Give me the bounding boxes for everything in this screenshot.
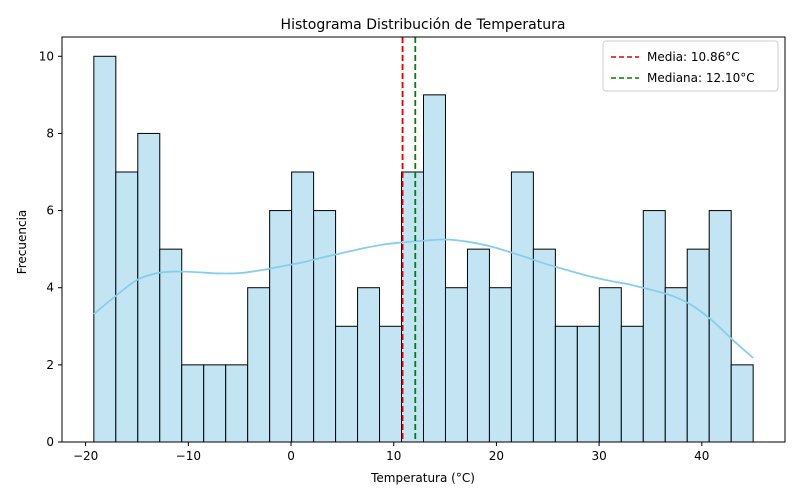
- x-axis-ticks: −20 −10 0 10 20 30 40: [73, 442, 709, 463]
- x-tick-label: 0: [287, 449, 295, 463]
- histogram-bar: [181, 364, 205, 443]
- x-axis-label: Temperatura (°C): [370, 471, 475, 485]
- histogram-bar: [642, 210, 666, 443]
- y-tick-label: 2: [46, 358, 54, 372]
- plot-frame: [61, 36, 786, 443]
- histogram-bar: [115, 171, 139, 443]
- legend-box: [602, 40, 779, 92]
- histogram-bar: [93, 55, 117, 443]
- histogram-bar: [291, 171, 315, 443]
- y-tick-label: 8: [46, 126, 54, 140]
- y-tick-label: 6: [46, 204, 54, 218]
- histogram-bar: [313, 210, 337, 443]
- x-tick-label: −20: [73, 449, 98, 463]
- x-tick-label: 30: [591, 449, 606, 463]
- kde-curve: [93, 238, 754, 359]
- histogram-bar: [466, 248, 490, 443]
- histogram-bar: [708, 210, 732, 443]
- histogram-bar: [664, 287, 688, 443]
- histogram-bar: [620, 325, 644, 443]
- y-axis-ticks: 0 2 4 6 8 10: [39, 49, 62, 449]
- histogram-bar: [269, 210, 293, 443]
- histogram-bar: [247, 287, 271, 443]
- histogram-bar: [598, 287, 622, 443]
- legend-label-media: Media: 10.86°C: [647, 50, 740, 64]
- histogram-bar: [444, 287, 468, 443]
- histogram-bar: [730, 364, 754, 443]
- kde-group: [93, 238, 754, 359]
- histogram-bar: [576, 325, 600, 443]
- histogram-bar: [401, 171, 424, 443]
- y-tick-label: 10: [39, 49, 54, 63]
- x-tick-label: 10: [386, 449, 401, 463]
- x-tick-label: −10: [176, 449, 201, 463]
- histogram-bar: [159, 248, 183, 443]
- x-tick-label: 20: [489, 449, 504, 463]
- y-tick-label: 4: [46, 281, 54, 295]
- y-tick-label: 0: [46, 435, 54, 449]
- histogram-bar: [532, 248, 556, 443]
- histogram-bar: [335, 325, 359, 443]
- bars-group: [93, 55, 754, 443]
- y-axis-label: Frecuencia: [15, 210, 29, 275]
- histogram-bar: [379, 325, 403, 443]
- histogram-bar: [554, 325, 578, 443]
- x-tick-label: 40: [694, 449, 709, 463]
- histogram-bar: [203, 364, 227, 443]
- chart-title: Histograma Distribución de Temperatura: [281, 17, 566, 33]
- histogram-bar: [510, 171, 534, 443]
- histogram-bar: [137, 132, 161, 443]
- histogram-bar: [686, 248, 710, 443]
- legend: Media: 10.86°C Mediana: 12.10°C: [602, 40, 779, 92]
- histogram-bar: [488, 287, 512, 443]
- vlines-group: [401, 37, 417, 442]
- histogram-bar: [357, 287, 381, 443]
- histogram-bar: [423, 94, 446, 443]
- histogram-bar: [225, 364, 249, 443]
- legend-label-mediana: Mediana: 12.10°C: [647, 71, 755, 85]
